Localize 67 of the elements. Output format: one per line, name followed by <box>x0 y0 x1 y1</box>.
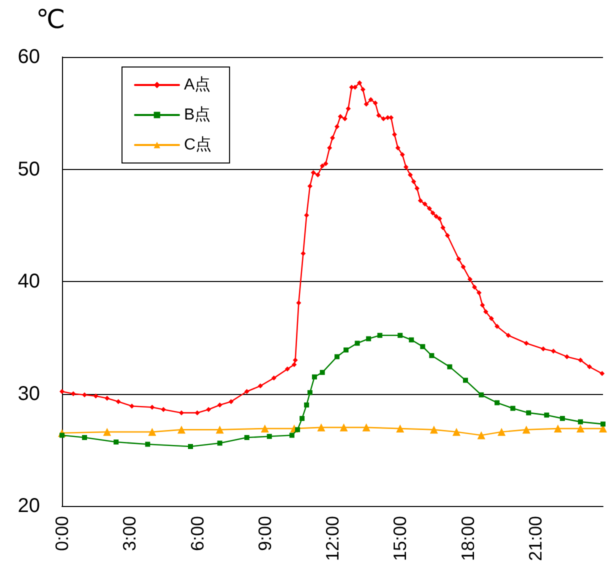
x-tick-label: 3:00 <box>120 516 140 552</box>
x-tick-label: 0:00 <box>52 516 72 552</box>
point <box>177 426 186 434</box>
x-tick-label: 21:00 <box>525 516 546 562</box>
point <box>300 416 305 421</box>
x-tick-label: 12:00 <box>322 516 342 562</box>
y-tick-label: 40 <box>18 270 40 292</box>
x-tick-label: 9:00 <box>254 516 275 552</box>
point <box>354 340 360 346</box>
point <box>452 428 460 436</box>
point <box>462 378 468 383</box>
point <box>576 424 584 433</box>
point <box>114 440 119 445</box>
legend-label: C点 <box>184 136 212 154</box>
y-axis-title: ℃ <box>36 4 66 34</box>
point <box>60 432 64 438</box>
x-tick-label: 15:00 <box>390 516 410 562</box>
point <box>344 347 349 352</box>
point <box>366 336 372 342</box>
y-tick-label: 30 <box>18 382 40 405</box>
point <box>396 424 404 433</box>
y-tick-label: 50 <box>18 158 40 180</box>
point <box>362 423 370 432</box>
legend-label: A点 <box>184 76 211 94</box>
point <box>447 364 452 370</box>
point <box>430 426 438 434</box>
point <box>494 400 500 406</box>
point <box>266 434 272 439</box>
point <box>578 419 583 424</box>
point <box>560 416 565 421</box>
y-tick-label: 20 <box>18 495 40 517</box>
point <box>312 374 317 380</box>
point <box>82 435 88 440</box>
point <box>377 332 382 338</box>
point <box>526 410 532 416</box>
x-tick-label: 18:00 <box>458 516 478 562</box>
point <box>148 428 156 436</box>
point <box>307 390 312 396</box>
point <box>554 424 562 433</box>
point <box>340 423 348 432</box>
point <box>600 422 606 427</box>
point <box>320 370 325 375</box>
point <box>295 427 300 432</box>
point <box>304 402 310 408</box>
point <box>317 423 326 432</box>
point <box>334 354 340 360</box>
point <box>429 353 434 358</box>
point <box>216 426 224 434</box>
point <box>478 392 484 398</box>
point <box>260 424 269 433</box>
point <box>510 406 516 411</box>
point <box>289 432 294 438</box>
point <box>522 426 530 434</box>
point <box>408 337 414 342</box>
point <box>103 428 112 436</box>
point <box>244 435 250 440</box>
point <box>544 412 550 418</box>
point <box>420 344 426 350</box>
point <box>188 444 193 450</box>
point <box>477 431 486 440</box>
legend-label: B点 <box>184 106 211 124</box>
x-tick-label: 6:00 <box>187 516 208 552</box>
point <box>145 442 150 447</box>
point <box>398 332 403 338</box>
y-tick-label: 60 <box>18 46 40 68</box>
point <box>498 428 506 436</box>
point <box>217 440 222 446</box>
